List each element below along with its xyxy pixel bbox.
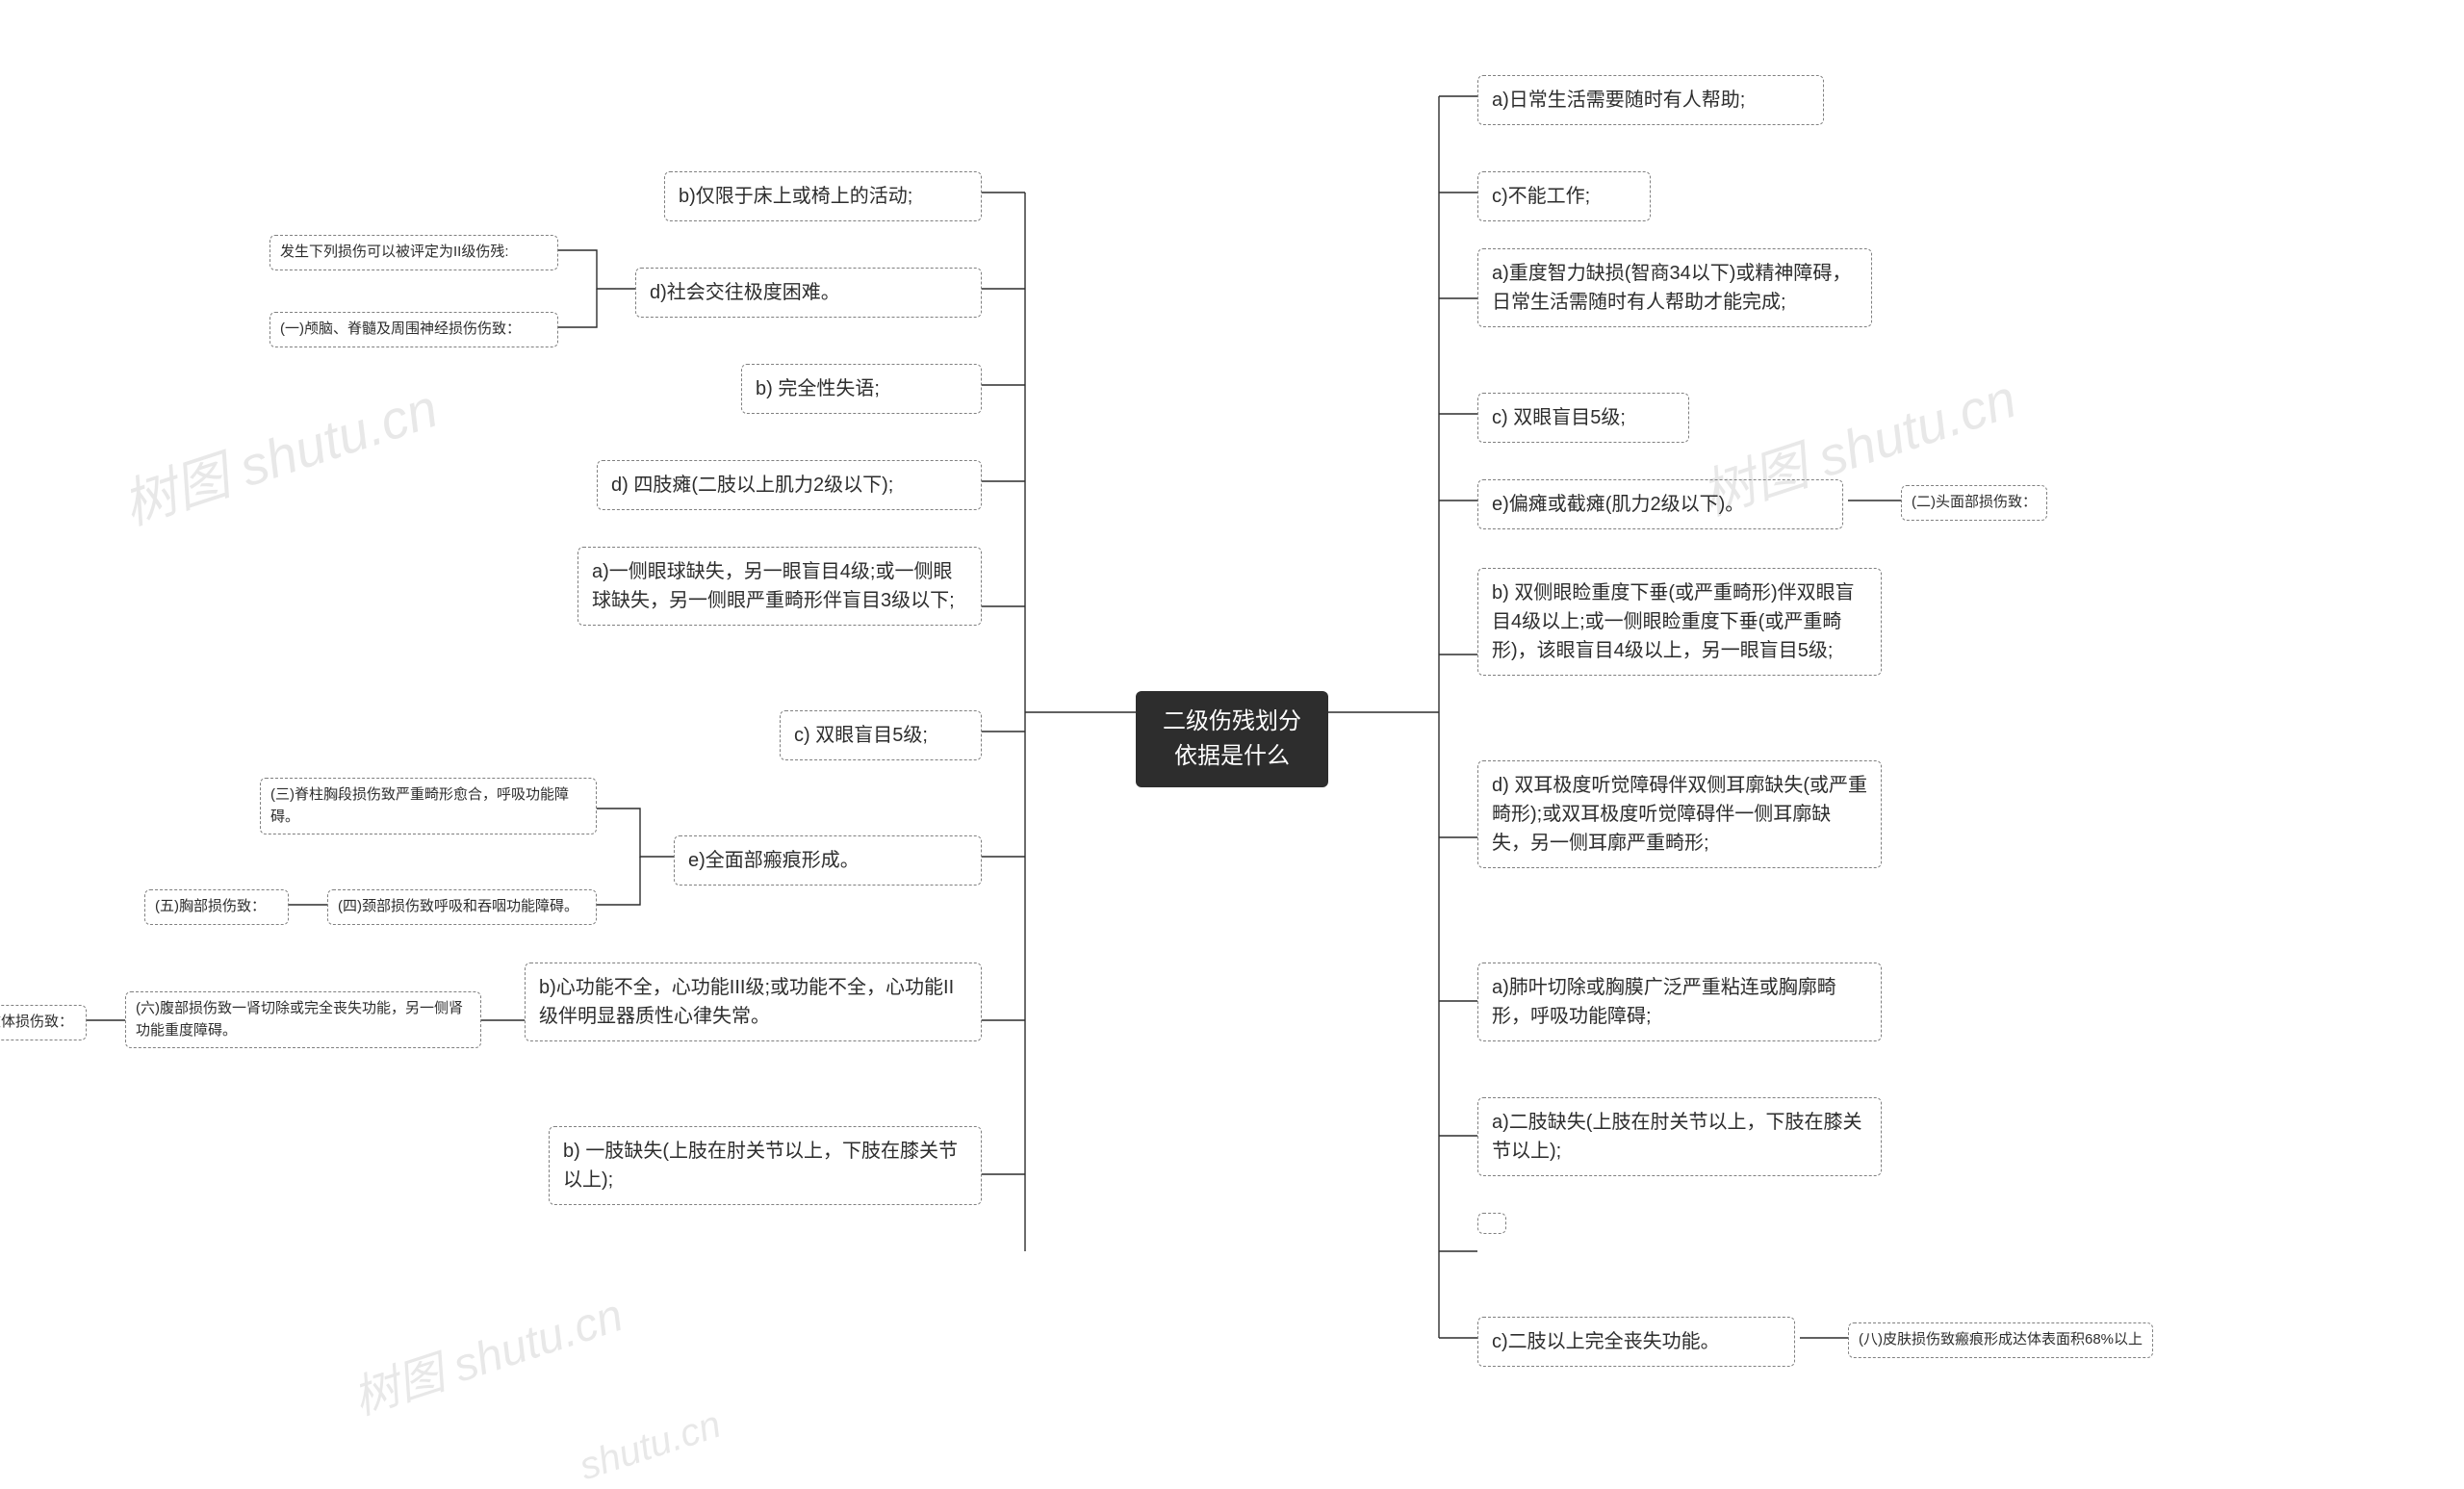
right-r2: c)不能工作; [1477, 171, 1651, 221]
watermark-3: 树图 shutu.cn [343, 1277, 629, 1427]
left-l1: b)仅限于床上或椅上的活动; [664, 171, 982, 221]
left-l9: b) 一肢缺失(上肢在肘关节以上，下肢在膝关节以上); [549, 1126, 982, 1205]
right-r9: a)二肢缺失(上肢在肘关节以上，下肢在膝关节以上); [1477, 1097, 1882, 1176]
left-l8a: (六)腹部损伤致一肾切除或完全丧失功能，另一侧肾功能重度障碍。 [125, 991, 481, 1048]
left-l8b: (七)肢体损伤致： [0, 1005, 87, 1040]
right-r4: c) 双眼盲目5级; [1477, 393, 1689, 443]
left-l7b: (四)颈部损伤致呼吸和吞咽功能障碍。 [327, 889, 597, 925]
left-l7a: (三)脊柱胸段损伤致严重畸形愈合，呼吸功能障碍。 [260, 778, 597, 834]
right-r5: e)偏瘫或截瘫(肌力2级以下)。 [1477, 479, 1843, 529]
left-l4: d) 四肢瘫(二肢以上肌力2级以下); [597, 460, 982, 510]
left-l7c: (五)胸部损伤致： [144, 889, 289, 925]
center-node: 二级伤残划分依据是什么 [1136, 691, 1328, 787]
left-l6: c) 双眼盲目5级; [780, 710, 982, 760]
right-r10-spacer [1477, 1213, 1506, 1234]
right-r1: a)日常生活需要随时有人帮助; [1477, 75, 1824, 125]
right-r3: a)重度智力缺损(智商34以下)或精神障碍，日常生活需随时有人帮助才能完成; [1477, 248, 1872, 327]
watermark-1: 树图 shutu.cn [112, 366, 447, 541]
right-r10: c)二肢以上完全丧失功能。 [1477, 1317, 1795, 1367]
left-l7: e)全面部瘢痕形成。 [674, 835, 982, 886]
left-l2b: (一)颅脑、脊髓及周围神经损伤伤致： [270, 312, 558, 347]
left-l8: b)心功能不全，心功能III级;或功能不全，心功能II级伴明显器质性心律失常。 [525, 963, 982, 1041]
right-r7: d) 双耳极度听觉障碍伴双侧耳廓缺失(或严重畸形);或双耳极度听觉障碍伴一侧耳廓… [1477, 760, 1882, 868]
right-r8: a)肺叶切除或胸膜广泛严重粘连或胸廓畸形，呼吸功能障碍; [1477, 963, 1882, 1041]
watermark-4: shutu.cn [575, 1403, 727, 1489]
right-r5-sub: (二)头面部损伤致： [1901, 485, 2047, 521]
right-r6: b) 双侧眼睑重度下垂(或严重畸形)伴双眼盲目4级以上;或一侧眼睑重度下垂(或严… [1477, 568, 1882, 676]
left-l2a: 发生下列损伤可以被评定为II级伤残: [270, 235, 558, 270]
left-l3: b) 完全性失语; [741, 364, 982, 414]
right-r10-sub: (八)皮肤损伤致瘢痕形成达体表面积68%以上 [1848, 1322, 2153, 1358]
left-l5: a)一侧眼球缺失，另一眼盲目4级;或一侧眼球缺失，另一侧眼严重畸形伴盲目3级以下… [578, 547, 982, 626]
left-l2: d)社会交往极度困难。 [635, 268, 982, 318]
